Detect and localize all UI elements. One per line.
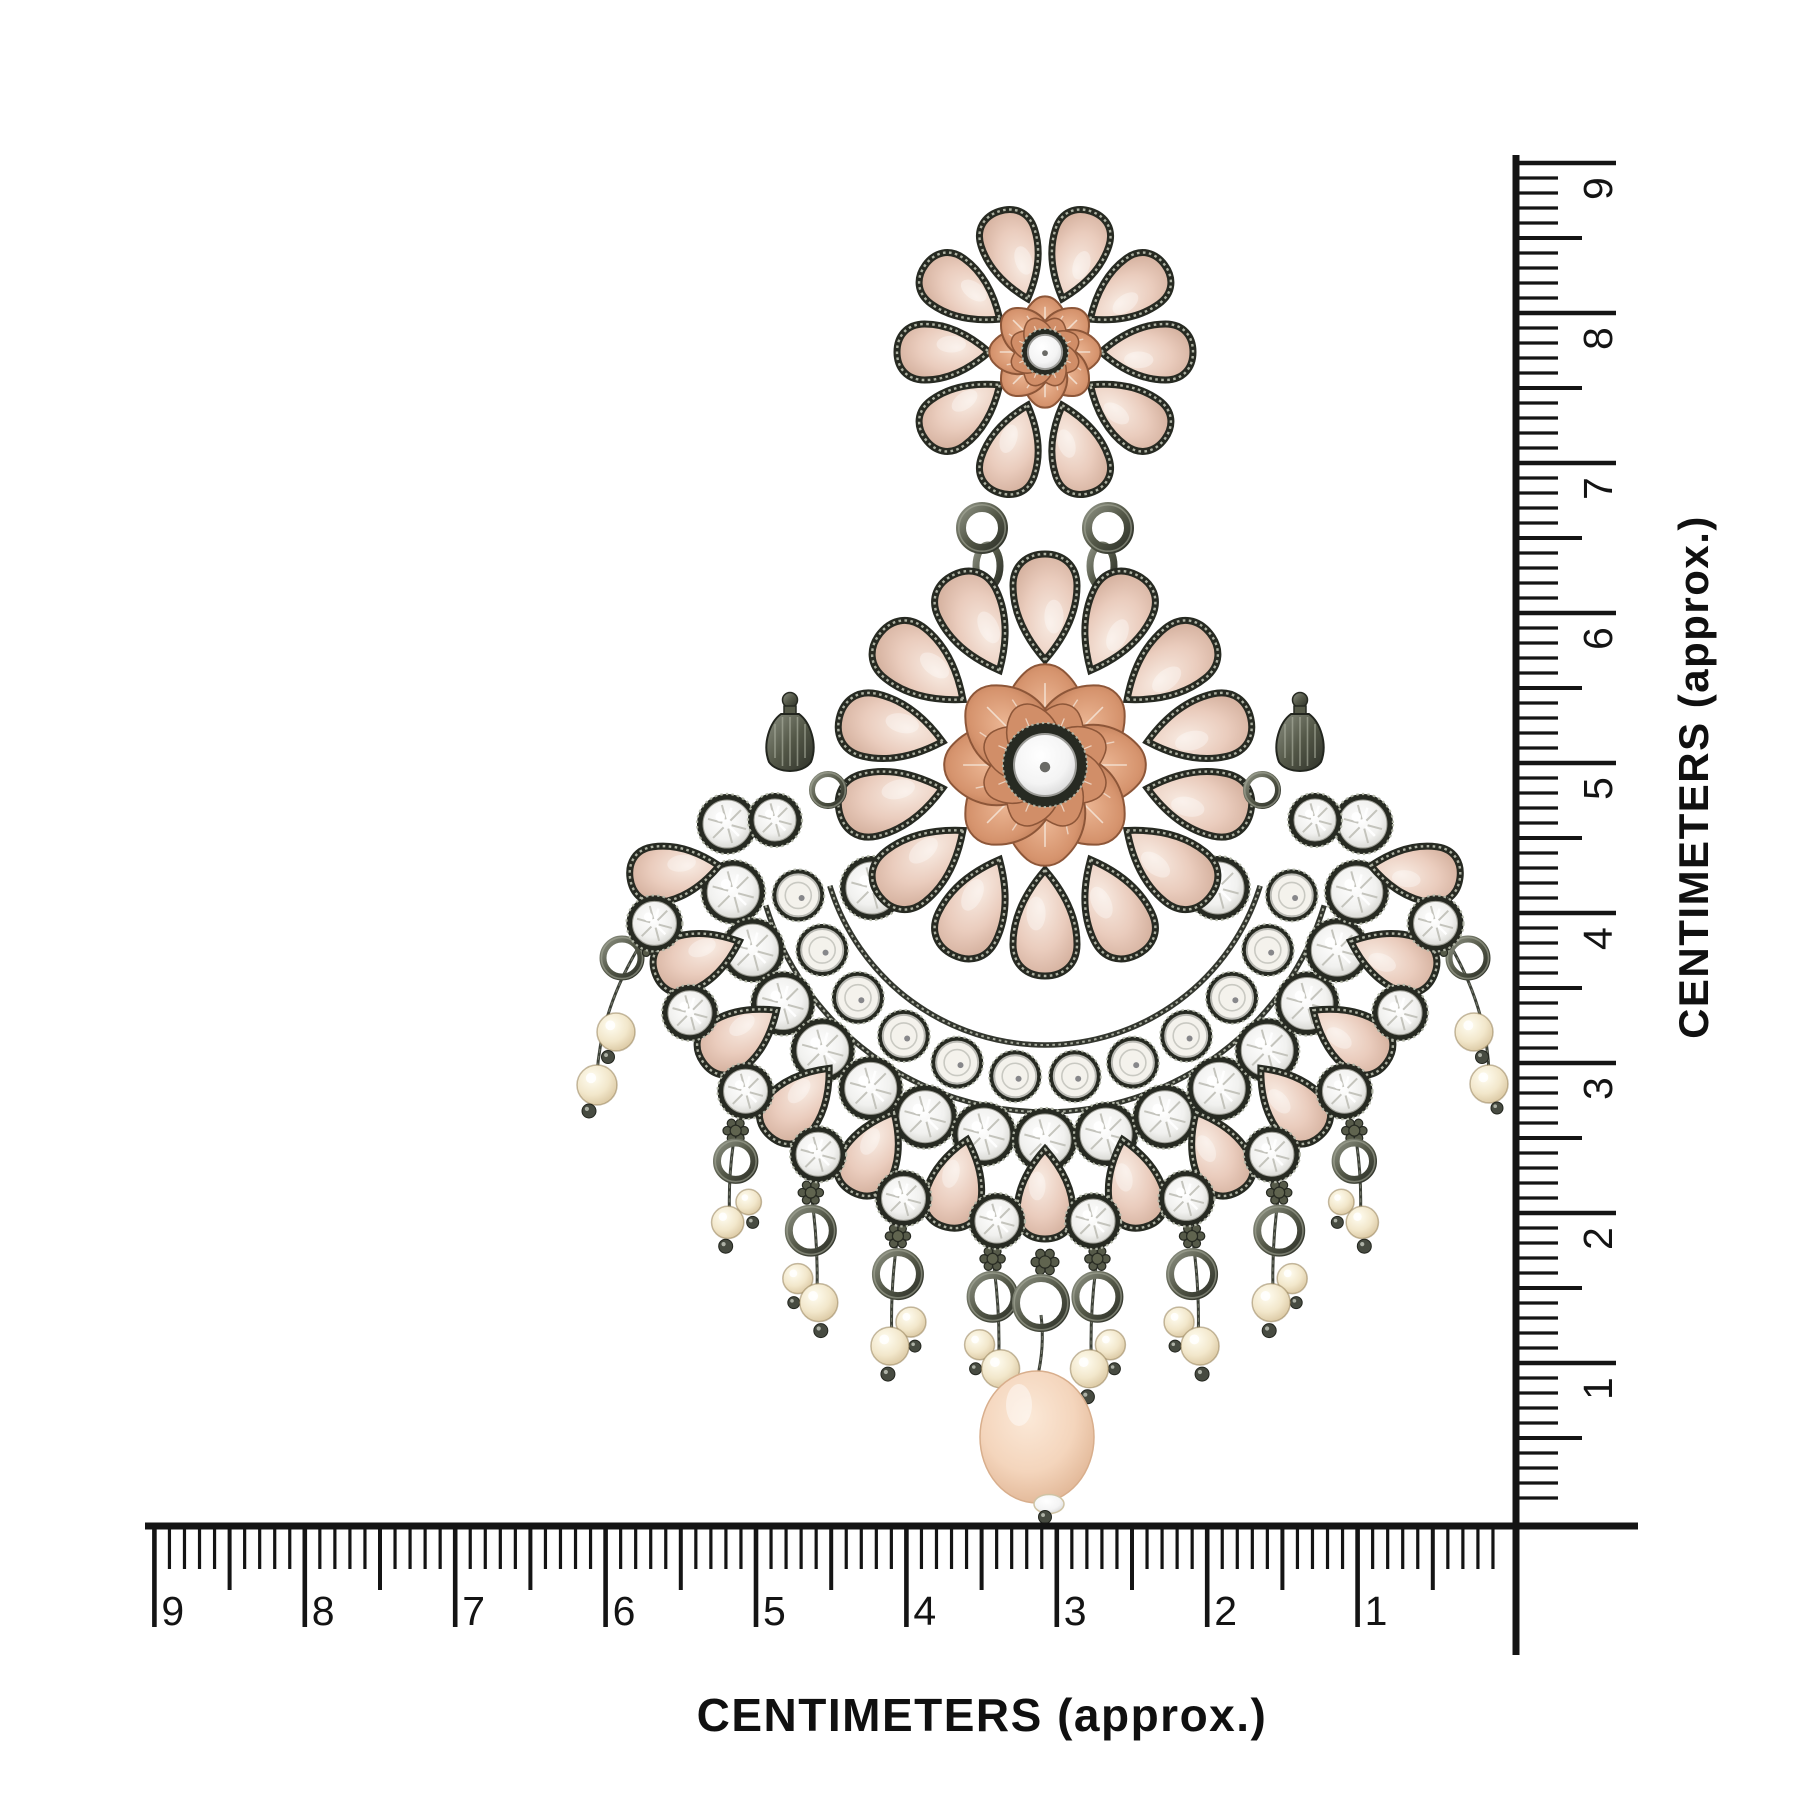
ruler-number: 9	[161, 1588, 184, 1634]
ruler-number: 7	[1575, 477, 1621, 500]
side-finials	[765, 691, 1325, 809]
earring	[576, 206, 1509, 1524]
ruler-number: 2	[1214, 1588, 1237, 1634]
ruler-number: 5	[1575, 777, 1621, 800]
ruler-number: 6	[613, 1588, 636, 1634]
ruler-number: 8	[312, 1588, 335, 1634]
stud-flower	[893, 206, 1197, 498]
ruler-number: 4	[913, 1588, 936, 1634]
vertical-ruler: 1 2 3 4 5 6 7 8 9	[1512, 155, 1621, 1655]
bottom-ruler-label: CENTIMETERS (approx.)	[696, 1689, 1268, 1741]
ruler-number: 8	[1575, 327, 1621, 350]
ruler-number: 2	[1575, 1227, 1621, 1250]
horizontal-ruler: 1 2 3 4 5 6 7 8 9	[145, 1522, 1638, 1634]
ruler-number: 6	[1575, 627, 1621, 650]
main-rosette	[834, 550, 1256, 980]
ruler-number: 1	[1365, 1588, 1388, 1634]
ruler-number: 9	[1575, 177, 1621, 200]
center-drop	[979, 1248, 1095, 1524]
right-ruler-label: CENTIMETERS (approx.)	[1670, 515, 1717, 1039]
ruler-number: 1	[1575, 1377, 1621, 1400]
ruler-number: 4	[1575, 927, 1621, 950]
pearl-fringe	[710, 1118, 1380, 1405]
ruler-number: 7	[462, 1588, 485, 1634]
ruler-number: 3	[1575, 1077, 1621, 1100]
ruler-number: 3	[1064, 1588, 1087, 1634]
ruler-number: 5	[763, 1588, 786, 1634]
